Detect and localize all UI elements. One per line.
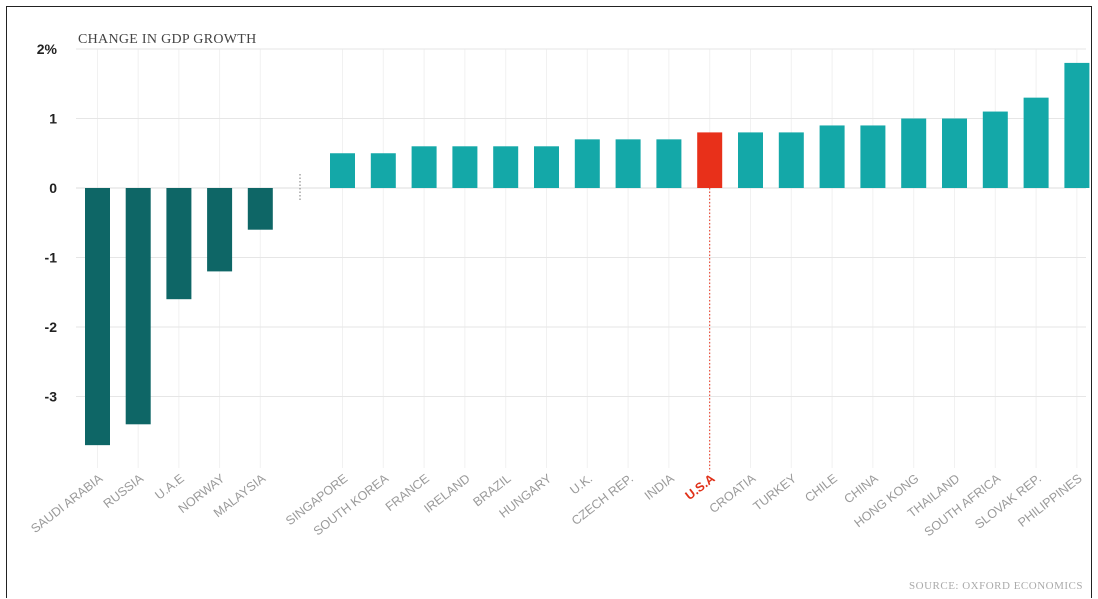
- bar-u-s-a: [697, 132, 723, 188]
- y-axis-ticks: 2% 1 0 -1 -2 -3: [37, 41, 58, 405]
- bar-thailand: [942, 118, 967, 188]
- chart-frame: [6, 6, 1092, 598]
- x-tick-label-u-s-a: U.S.A: [683, 471, 718, 503]
- x-tick-label-croatia: CROATIA: [707, 471, 759, 516]
- bar-norway: [207, 188, 233, 272]
- bar-brazil: [493, 146, 519, 188]
- x-tick-label-chile: CHILE: [802, 471, 840, 505]
- bar-croatia: [738, 132, 763, 188]
- bar-south-africa: [982, 111, 1008, 188]
- x-tick-label-turkey: TURKEY: [751, 471, 800, 514]
- bar-hong-kong: [901, 118, 927, 188]
- x-tick-label-russia: RUSSIA: [101, 471, 147, 511]
- bar-hungary: [534, 146, 559, 188]
- x-tick-label-saudi-arabia: SAUDI ARABIA: [28, 471, 106, 536]
- y-tick-label: 2%: [37, 41, 58, 57]
- x-tick-label-u-k: U.K.: [567, 471, 595, 497]
- bar-chile: [819, 125, 845, 188]
- bar-czech-rep: [615, 139, 641, 188]
- grid-lines: [76, 48, 1086, 468]
- y-tick-label: 1: [49, 111, 57, 127]
- y-tick-label: -3: [45, 389, 58, 405]
- bar-china: [860, 125, 886, 188]
- bars: [85, 62, 1090, 472]
- bar-ireland: [452, 146, 478, 188]
- chart-title: CHANGE IN GDP GROWTH: [78, 32, 257, 47]
- y-tick-label: 0: [49, 180, 57, 196]
- bar-france: [411, 146, 437, 188]
- bar-turkey: [778, 132, 804, 188]
- y-tick-label: -1: [45, 250, 58, 266]
- source-note: SOURCE: OXFORD ECONOMICS: [909, 580, 1083, 592]
- x-tick-label-india: INDIA: [642, 471, 677, 503]
- y-tick-label: -2: [45, 319, 58, 335]
- bar-philippines: [1064, 62, 1090, 188]
- bar-singapore: [330, 153, 355, 188]
- x-tick-label-ireland: IRELAND: [421, 471, 472, 515]
- x-tick-label-u-a-e: U.A.E: [152, 471, 186, 502]
- bar-south-korea: [370, 153, 396, 188]
- bar-malaysia: [247, 188, 273, 230]
- bar-saudi-arabia: [85, 188, 110, 446]
- bar-russia: [125, 188, 151, 425]
- bar-slovak-rep: [1023, 97, 1049, 188]
- bar-india: [656, 139, 682, 188]
- bar-u-k: [574, 139, 600, 188]
- x-tick-label-south-korea: SOUTH KOREA: [311, 471, 392, 538]
- bar-u-a-e: [166, 188, 192, 300]
